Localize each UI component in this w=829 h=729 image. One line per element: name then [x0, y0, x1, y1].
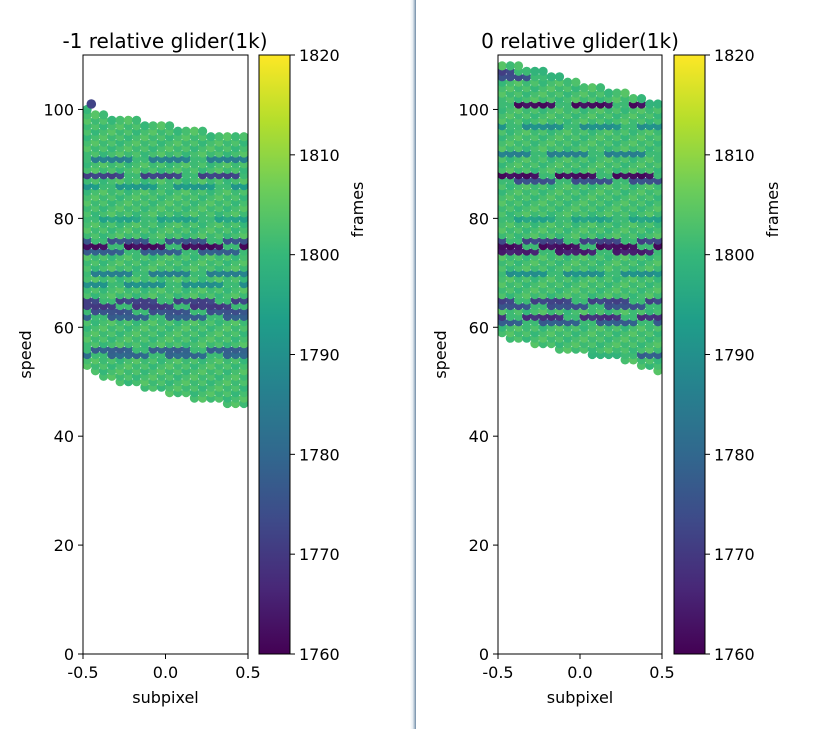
x-axis-label: subpixel [132, 688, 199, 707]
x-tick-label: -0.5 [482, 663, 513, 682]
data-point [505, 61, 515, 71]
colorbar-tick-label: 1810 [299, 146, 340, 165]
colorbar-gradient [258, 54, 291, 655]
scatter-points [497, 61, 663, 376]
data-point [123, 115, 133, 125]
colorbar-label: frames [348, 182, 367, 238]
data-point [571, 77, 581, 87]
data-point [579, 83, 589, 93]
axes: -0.5 0.0 0.5 0 20 40 60 80 100 [458, 100, 674, 682]
data-point [99, 110, 109, 120]
data-point [115, 115, 125, 125]
data-point [595, 83, 606, 93]
data-point [645, 99, 655, 109]
x-axis-label: subpixel [547, 688, 614, 707]
x-tick-label: -0.5 [67, 663, 98, 682]
data-point [132, 115, 142, 125]
data-point [214, 132, 224, 142]
y-axis-label: speed [16, 330, 35, 378]
y-tick-label: 20 [54, 536, 74, 555]
y-tick-label: 80 [54, 209, 74, 228]
data-point [587, 83, 597, 93]
y-tick-label: 60 [54, 318, 74, 337]
y-tick-label: 0 [479, 645, 489, 664]
data-point [538, 66, 548, 76]
y-tick-label: 0 [64, 645, 74, 664]
y-tick-label: 100 [43, 100, 74, 119]
colorbar-tick-label: 1820 [299, 46, 340, 65]
y-axis-label: speed [431, 330, 450, 378]
y-tick-label: 40 [469, 427, 489, 446]
y-tick-label: 80 [469, 209, 489, 228]
scatter-points [82, 99, 249, 409]
data-point [165, 121, 175, 131]
data-point [148, 121, 158, 131]
colorbar-tick-label: 1820 [714, 46, 755, 65]
y-tick-label: 60 [469, 318, 489, 337]
panel-divider [410, 0, 416, 729]
x-tick-label: 0.5 [649, 663, 674, 682]
data-point [239, 132, 249, 142]
data-point [156, 121, 166, 131]
axes: -0.5 0.0 0.5 0 20 40 60 80 100 [43, 100, 260, 682]
chart-title: -1 relative glider(1k) [62, 29, 267, 53]
data-point [554, 72, 565, 82]
data-point [612, 88, 622, 98]
data-point [628, 94, 638, 104]
colorbar-tick-label: 1770 [299, 545, 340, 564]
x-tick-label: 0.5 [235, 663, 260, 682]
x-tick-label: 0.0 [153, 663, 178, 682]
colorbar-tick-label: 1790 [299, 346, 340, 365]
data-point [620, 88, 630, 98]
data-point [140, 121, 150, 131]
data-point [198, 126, 208, 136]
colorbar-tick-label: 1800 [299, 246, 340, 265]
data-point [636, 94, 647, 104]
data-point [173, 126, 183, 136]
y-tick-label: 20 [469, 536, 489, 555]
data-point [206, 132, 216, 142]
colorbar: 1760 1770 1780 1790 1800 1810 1820 [673, 46, 755, 664]
colorbar-tick-label: 1780 [714, 445, 755, 464]
chart-panel-right: -0.5 0.0 0.5 0 20 40 60 80 100 0 relative glider… [431, 29, 782, 707]
data-point [181, 126, 191, 136]
x-tick-label: 0.0 [567, 663, 592, 682]
data-point [90, 110, 100, 120]
colorbar-tick-label: 1760 [714, 645, 755, 664]
data-point [530, 66, 540, 76]
colorbar-gradient [673, 54, 706, 655]
data-point [522, 66, 532, 76]
data-point [546, 72, 556, 82]
chart-panel-left: -0.5 0.0 0.5 0 20 40 60 80 100 -1 relative glide… [16, 29, 367, 707]
data-point [513, 61, 524, 71]
data-point [189, 126, 199, 136]
colorbar-label: frames [763, 182, 782, 238]
colorbar: 1760 1770 1780 1790 1800 1810 1820 [258, 46, 340, 664]
data-point [653, 99, 663, 109]
colorbar-tick-label: 1770 [714, 545, 755, 564]
chart-title: 0 relative glider(1k) [481, 29, 679, 53]
data-point [497, 61, 507, 71]
colorbar-tick-label: 1790 [714, 346, 755, 365]
colorbar-tick-label: 1800 [714, 246, 755, 265]
y-tick-label: 40 [54, 427, 74, 446]
colorbar-tick-label: 1760 [299, 645, 340, 664]
data-point [107, 115, 117, 125]
colorbar-tick-label: 1780 [299, 445, 340, 464]
data-point [231, 132, 241, 142]
y-tick-label: 100 [458, 100, 489, 119]
data-point [604, 88, 614, 98]
data-point [563, 77, 573, 87]
data-point [222, 132, 232, 142]
data-point-outlier [86, 99, 97, 109]
colorbar-tick-label: 1810 [714, 146, 755, 165]
